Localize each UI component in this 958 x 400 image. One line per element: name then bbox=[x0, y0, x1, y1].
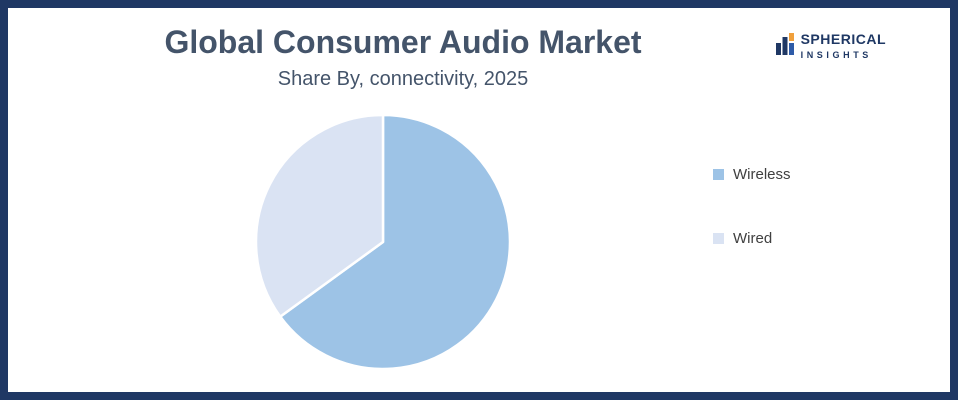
pie-slice-wireless bbox=[279, 113, 512, 371]
legend-label-wireless: Wireless bbox=[733, 166, 791, 183]
pie-slice-wired bbox=[254, 113, 385, 318]
brand-name-primary: SPHERICAL bbox=[800, 31, 886, 47]
brand-logo-text: SPHERICAL INSIGHTS bbox=[801, 32, 886, 60]
chart-subtitle: Share By, connectivity, 2025 bbox=[277, 67, 529, 90]
legend: Wireless Wired bbox=[713, 166, 791, 247]
chart-title: Global Consumer Audio Market bbox=[164, 24, 642, 60]
chart-header: Global Consumer Audio Market Share By, c… bbox=[8, 24, 798, 91]
brand-logo-icon bbox=[775, 33, 794, 55]
legend-label-wired: Wired bbox=[733, 230, 773, 247]
pie-chart bbox=[254, 113, 512, 371]
legend-item-wireless: Wireless bbox=[713, 166, 791, 183]
brand-name-secondary: INSIGHTS bbox=[800, 50, 872, 60]
pie-chart-area bbox=[253, 112, 513, 372]
brand-logo: SPHERICAL INSIGHTS bbox=[775, 32, 886, 60]
legend-marker-wired bbox=[713, 233, 724, 244]
legend-marker-wireless bbox=[713, 169, 724, 180]
legend-item-wired: Wired bbox=[713, 230, 791, 247]
